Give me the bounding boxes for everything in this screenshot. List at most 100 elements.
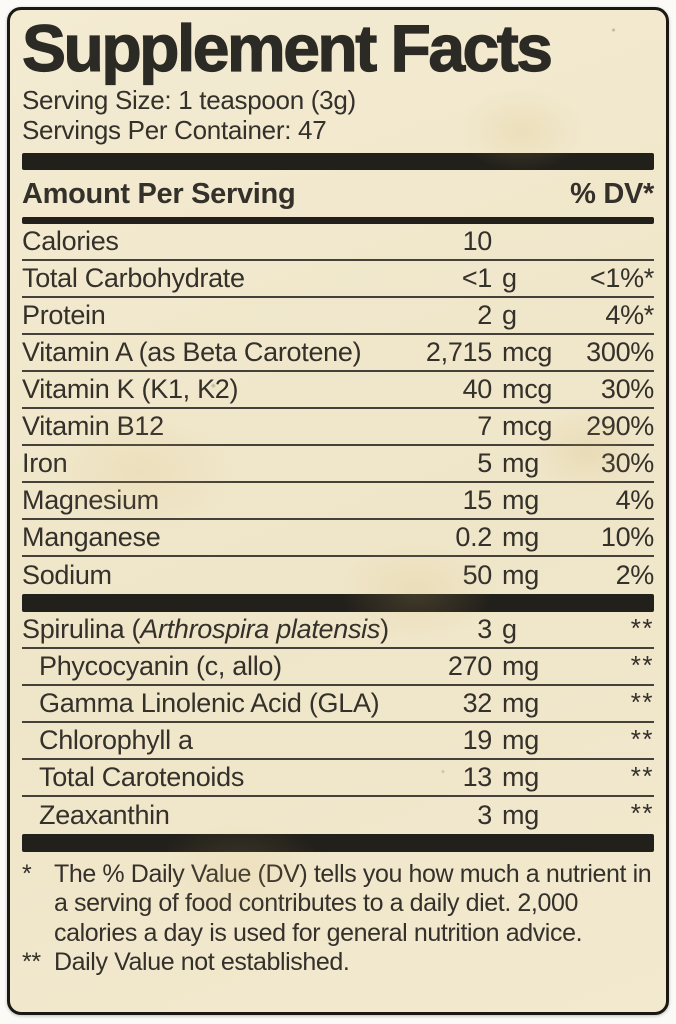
nutrient-unit: mcg xyxy=(502,336,553,367)
nutrient-name: Iron xyxy=(22,448,400,479)
nutrient-row: Total Carotenoids 13 mg ** xyxy=(22,760,654,797)
nutrient-name-text: Sodium xyxy=(22,559,112,590)
nutrient-unit: mg xyxy=(502,447,539,478)
divider-thick-top xyxy=(22,152,654,170)
footnote-text: Daily Value not established. xyxy=(54,948,350,977)
nutrient-row: Magnesium 15 mg 4% xyxy=(22,483,654,520)
percent-dv-header: % DV* xyxy=(570,177,654,210)
nutrient-name: Vitamin K (K1, K2) xyxy=(22,374,400,405)
nutrient-name-text: Protein xyxy=(22,299,106,330)
nutrient-row: Vitamin K (K1, K2) 40 mcg 30% xyxy=(22,372,654,409)
page-title: Supplement Facts xyxy=(21,11,553,85)
nutrient-amount: 19 xyxy=(462,724,493,755)
nutrient-amount: 40 xyxy=(462,373,493,404)
nutrient-dv: 290% xyxy=(586,410,654,441)
nutrient-unit: g xyxy=(502,613,517,644)
divider-medium xyxy=(22,216,654,224)
nutrient-row: Protein 2 g 4%* xyxy=(22,298,654,335)
nutrient-name-text: Manganese xyxy=(22,521,161,552)
nutrient-amount: 32 xyxy=(462,687,493,718)
nutrient-dv: ** xyxy=(630,649,654,680)
nutrient-dv: 300% xyxy=(586,336,654,367)
nutrient-name-text: Vitamin B12 xyxy=(22,410,164,441)
footnote-daily-value: * The % Daily Value (DV) tells you how m… xyxy=(22,860,654,949)
amount-per-serving-header: Amount Per Serving xyxy=(22,177,296,210)
nutrient-unit: mg xyxy=(502,687,539,718)
nutrient-name-text: Chlorophyll a xyxy=(39,724,193,755)
nutrient-name-text: Calories xyxy=(22,225,119,256)
nutrient-unit: mg xyxy=(502,799,539,830)
nutrient-row: Vitamin A (as Beta Carotene) 2,715 mcg 3… xyxy=(22,335,654,372)
nutrient-name: Manganese xyxy=(22,522,400,553)
nutrient-name: Calories xyxy=(22,226,400,257)
nutrient-dv: ** xyxy=(630,760,654,791)
nutrient-name: Zeaxanthin xyxy=(22,800,400,831)
nutrient-name-text: Total Carotenoids xyxy=(39,761,245,792)
footnote-marker: ** xyxy=(22,948,41,977)
nutrient-amount: 3 xyxy=(477,613,492,644)
nutrient-name-text: Vitamin A (as Beta Carotene) xyxy=(22,336,362,367)
nutrient-amount: 50 xyxy=(462,559,493,590)
nutrient-name: Sodium xyxy=(22,560,400,591)
nutrient-row: Calories 10 xyxy=(22,224,654,261)
nutrient-amount: 5 xyxy=(477,447,492,478)
main-nutrients-table: Calories 10 Total Carbohydrate <1 g <1%*… xyxy=(22,224,654,594)
nutrient-unit: mg xyxy=(502,724,539,755)
nutrient-name-text: Spirulina ( xyxy=(22,613,141,644)
nutrient-amount: <1 xyxy=(461,262,492,293)
column-header-row: Amount Per Serving % DV* xyxy=(22,170,654,217)
nutrient-amount: 0.2 xyxy=(455,521,492,552)
botanical-ingredients-table: Spirulina (Arthrospira platensis) 3 g **… xyxy=(22,612,654,834)
nutrient-dv: 30% xyxy=(600,373,654,404)
nutrient-dv: <1%* xyxy=(589,262,654,293)
serving-size-text: Serving Size: 1 teaspoon (3g) xyxy=(22,85,356,116)
nutrient-name: Chlorophyll a xyxy=(22,725,400,756)
divider-thick-bottom xyxy=(22,833,654,852)
nutrient-name: Vitamin B12 xyxy=(22,411,400,442)
nutrient-amount: 2 xyxy=(477,299,492,330)
nutrient-dv: ** xyxy=(630,612,654,643)
nutrient-name-species: Arthrospira platensis xyxy=(140,613,381,644)
nutrient-name: Spirulina (Arthrospira platensis) xyxy=(22,614,400,645)
nutrient-amount: 3 xyxy=(477,799,492,830)
nutrient-row: Iron 5 mg 30% xyxy=(22,446,654,483)
nutrient-row: Phycocyanin (c, allo) 270 mg ** xyxy=(22,649,654,686)
nutrient-dv: 30% xyxy=(600,447,654,478)
nutrient-name: Phycocyanin (c, allo) xyxy=(22,651,400,682)
nutrient-row: Chlorophyll a 19 mg ** xyxy=(22,723,654,760)
nutrient-name-text: Vitamin K (K1, K2) xyxy=(22,373,239,404)
nutrient-dv: ** xyxy=(630,797,654,828)
nutrient-amount: 270 xyxy=(447,650,492,681)
nutrient-name: Total Carbohydrate xyxy=(22,263,400,294)
nutrient-unit: mg xyxy=(502,650,539,681)
nutrient-amount: 2,715 xyxy=(425,336,492,367)
nutrient-name: Vitamin A (as Beta Carotene) xyxy=(22,337,400,368)
nutrient-unit: g xyxy=(502,262,517,293)
nutrient-amount: 13 xyxy=(462,761,493,792)
nutrient-dv: 2% xyxy=(615,559,655,590)
nutrient-unit: mcg xyxy=(502,373,553,404)
nutrient-amount: 15 xyxy=(462,484,493,515)
nutrient-name: Total Carotenoids xyxy=(22,762,400,793)
nutrient-unit: g xyxy=(502,299,517,330)
footnote-not-established: ** Daily Value not established. xyxy=(22,948,654,978)
nutrient-name-text: Magnesium xyxy=(22,484,159,515)
footnotes: * The % Daily Value (DV) tells you how m… xyxy=(22,852,654,978)
nutrient-row: Gamma Linolenic Acid (GLA) 32 mg ** xyxy=(22,686,654,723)
nutrient-name-suffix: ) xyxy=(380,613,389,644)
nutrient-unit: mg xyxy=(502,761,539,792)
servings-per-container-text: Servings Per Container: 47 xyxy=(22,114,327,145)
nutrient-dv: 4% xyxy=(615,484,655,515)
nutrient-name-text: Iron xyxy=(22,447,68,478)
nutrient-row: Vitamin B12 7 mcg 290% xyxy=(22,409,654,446)
nutrient-name-text: Total Carbohydrate xyxy=(22,262,245,293)
nutrient-dv: 4%* xyxy=(605,299,654,330)
supplement-facts-label: Supplement Facts Serving Size: 1 teaspoo… xyxy=(7,7,669,1015)
nutrient-name: Protein xyxy=(22,300,400,331)
divider-thick-middle xyxy=(22,593,654,612)
nutrient-unit: mcg xyxy=(502,410,553,441)
nutrient-dv: ** xyxy=(630,686,654,717)
nutrient-dv: ** xyxy=(630,723,654,754)
nutrient-name: Gamma Linolenic Acid (GLA) xyxy=(22,688,400,719)
footnote-marker: * xyxy=(22,859,32,888)
